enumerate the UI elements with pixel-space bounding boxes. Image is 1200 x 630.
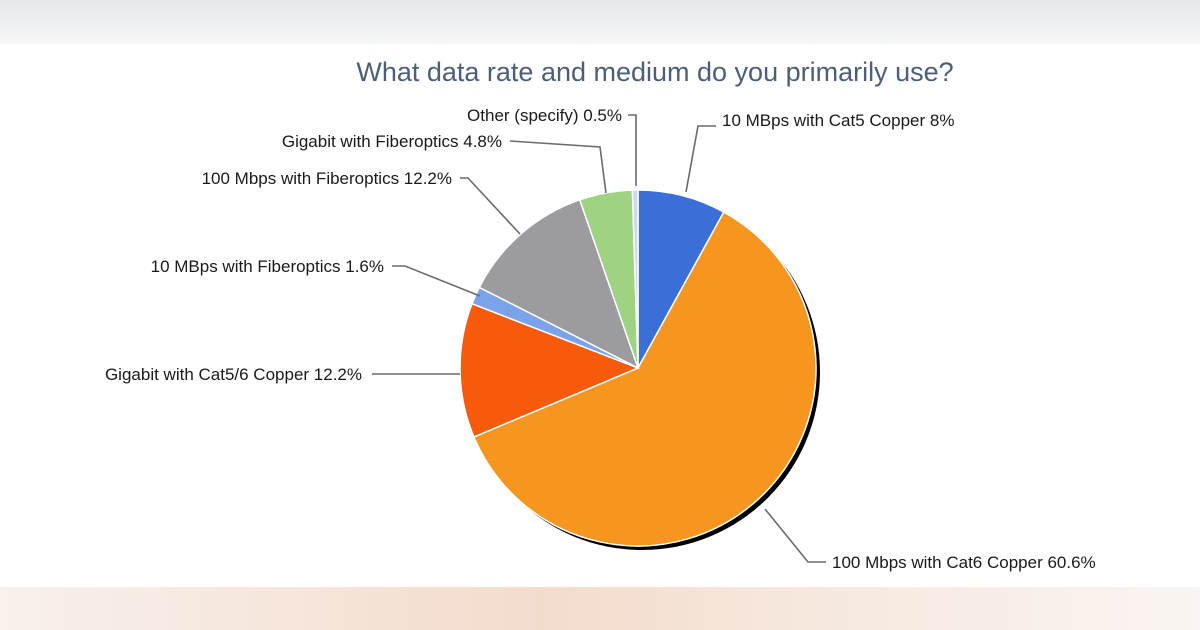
pie-slice-7 — [631, 189, 639, 369]
pie-slice-3 — [459, 302, 641, 438]
slice-label-5: 100 Mbps with Fiberoptics 12.2% — [202, 169, 452, 188]
pie-slice-1 — [637, 189, 725, 369]
slice-label-7: Other (specify) 0.5% — [467, 106, 622, 125]
slice-label-2: 100 Mbps with Cat6 Copper 60.6% — [832, 553, 1096, 572]
slice-label-3: Gigabit with Cat5/6 Copper 12.2% — [105, 365, 362, 384]
leader-line-1 — [685, 125, 716, 193]
leader-line-5 — [460, 177, 521, 235]
top-background-band — [0, 0, 1200, 44]
bottom-background-band — [0, 587, 1200, 630]
leader-line-2 — [764, 508, 826, 563]
pie-slice-5 — [478, 198, 640, 370]
pie-chart: What data rate and medium do you primari… — [0, 44, 1200, 587]
slice-label-4: 10 MBps with Fiberoptics 1.6% — [151, 257, 384, 276]
slice-label-6: Gigabit with Fiberoptics 4.8% — [282, 132, 502, 151]
slice-label-1: 10 MBps with Cat5 Copper 8% — [722, 111, 954, 130]
leader-line-6 — [509, 140, 607, 194]
leader-line-7 — [628, 114, 637, 186]
leader-line-4 — [392, 265, 481, 297]
pie-slice-2 — [472, 211, 817, 547]
pie-chart-svg: 10 MBps with Cat5 Copper 8% 100 Mbps with… — [105, 106, 1096, 572]
chart-title: What data rate and medium do you primari… — [356, 57, 954, 87]
